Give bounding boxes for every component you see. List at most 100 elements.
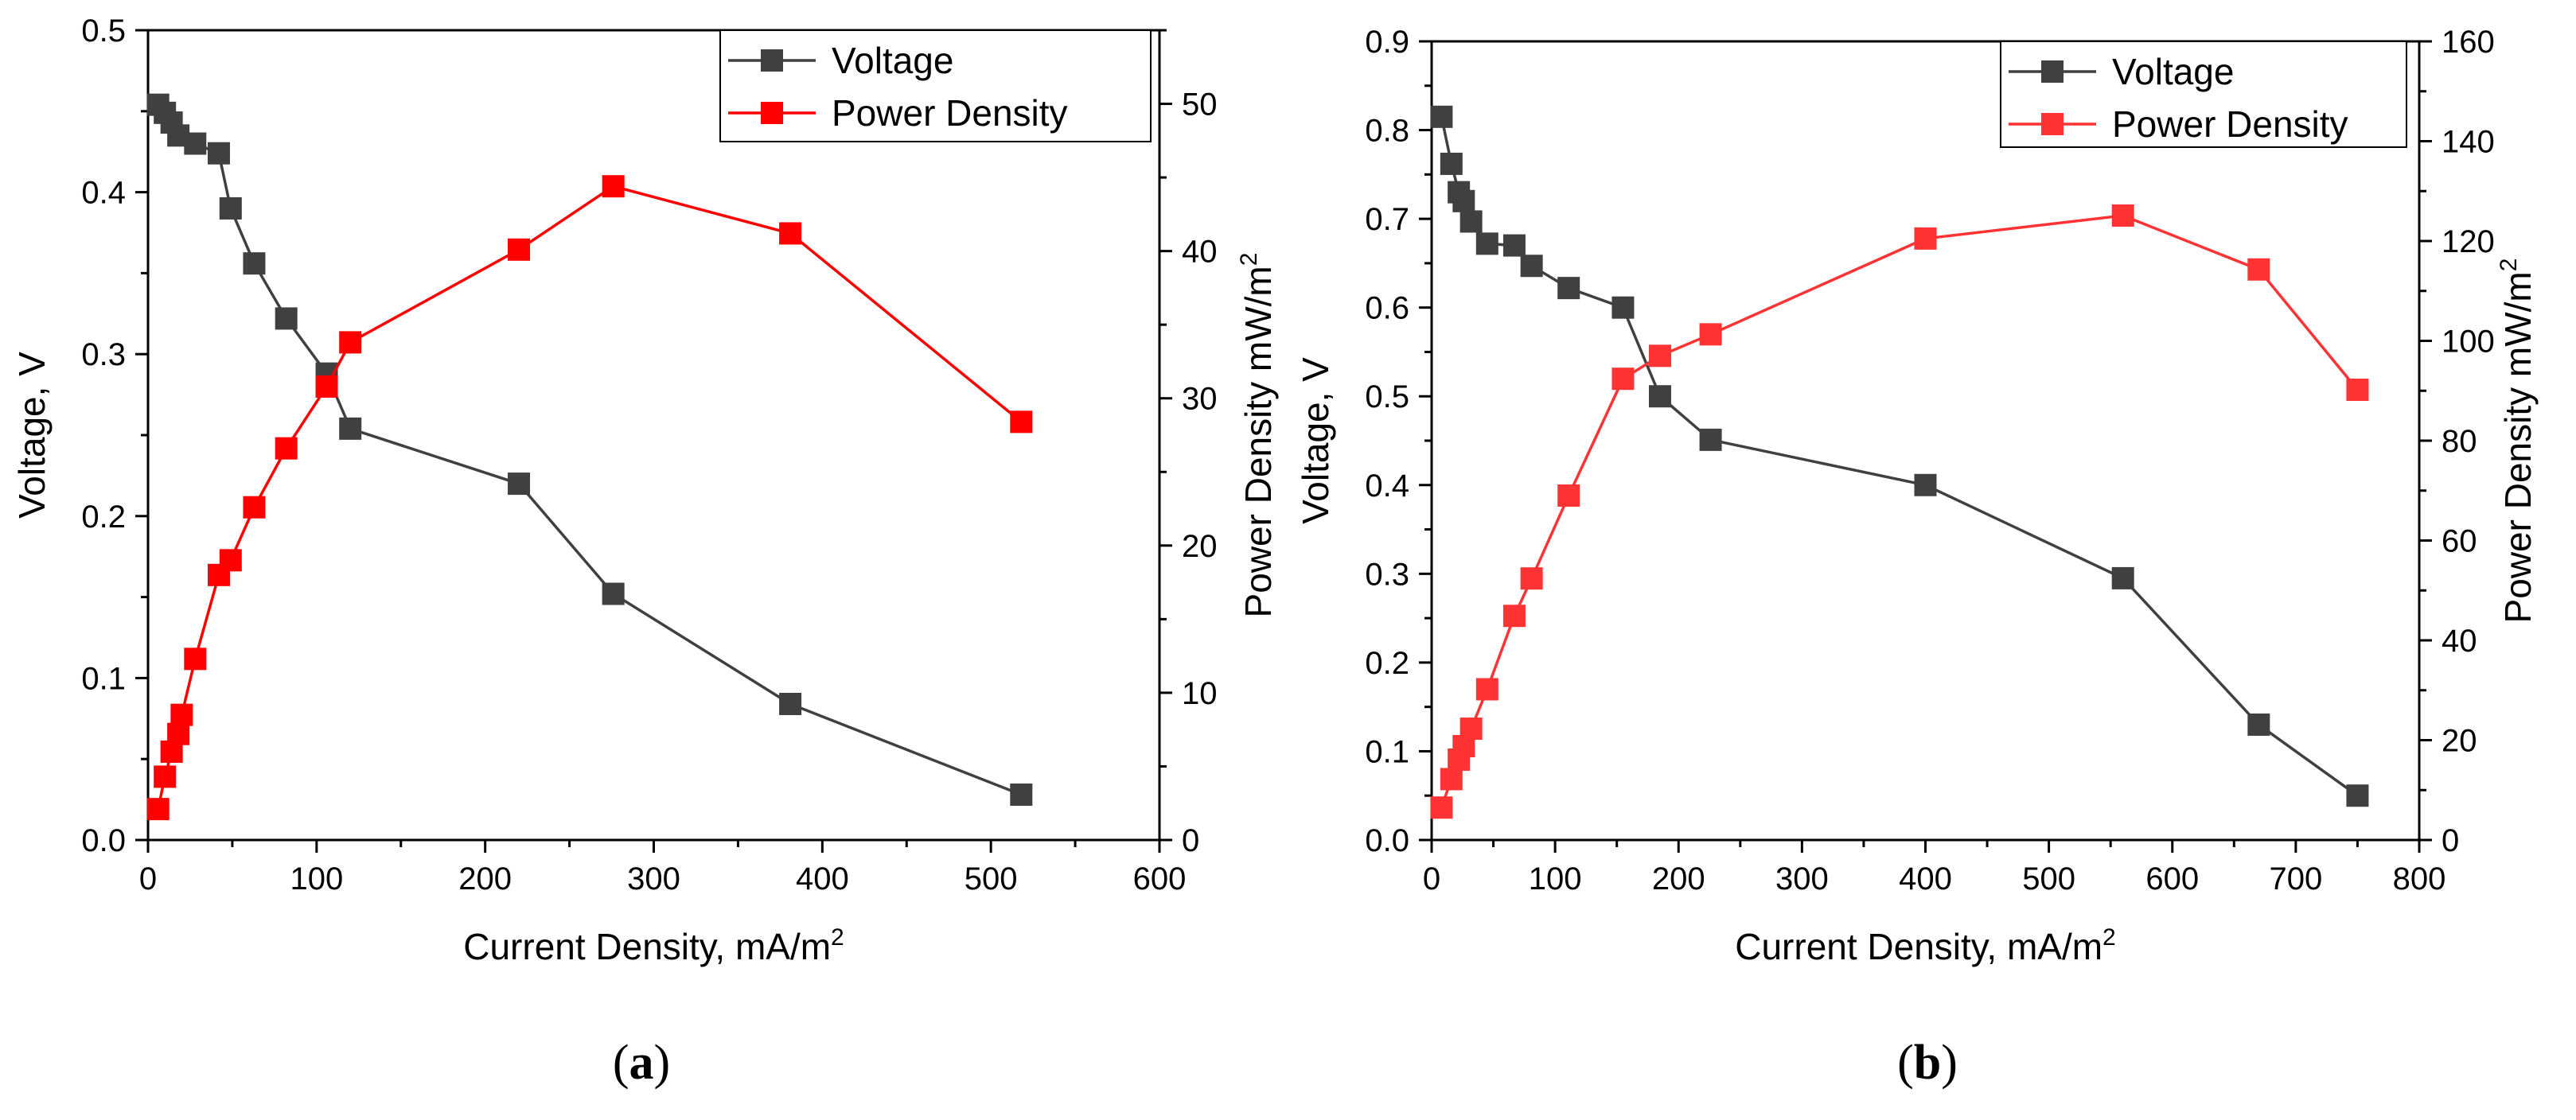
power-density-point (275, 437, 298, 460)
y-tick-label: 0.3 (81, 337, 126, 372)
x-axis-label: Current Density, mA/m2 (1735, 924, 2115, 967)
voltage-point (602, 582, 625, 605)
y2-tick-label: 160 (2442, 25, 2495, 60)
panel-caption: (a) (613, 1036, 670, 1090)
y-tick-label: 0.4 (1365, 469, 1409, 504)
voltage-point (339, 417, 362, 440)
x-tick-label: 500 (965, 861, 1018, 896)
panel-caption-letter: b (1914, 1036, 1941, 1090)
y2-tick-label: 40 (1182, 235, 1218, 270)
x-tick-label: 500 (2022, 861, 2075, 896)
voltage-point (1459, 210, 1483, 233)
y2-axis-label-superscript: 2 (2496, 259, 2522, 272)
x-tick-label: 800 (2393, 861, 2446, 896)
voltage-point (184, 132, 207, 155)
y2-tick-label: 40 (2442, 624, 2477, 659)
y-tick-label: 0.1 (81, 661, 126, 696)
voltage-point (1430, 105, 1453, 128)
x-tick-label: 600 (2145, 861, 2199, 896)
y-axis-label: Voltage, V (11, 352, 53, 519)
x-tick-label: 400 (1899, 861, 1952, 896)
y-tick-label: 0.5 (81, 14, 126, 49)
voltage-point (1914, 473, 1937, 496)
power-density-point (1459, 718, 1483, 741)
x-tick-label: 600 (1133, 861, 1187, 896)
power-density-point (508, 238, 531, 261)
voltage-point (1611, 296, 1635, 319)
plot-frame (1430, 40, 2421, 842)
power-density-point (1557, 484, 1580, 508)
panel-caption-open-paren: ( (613, 1036, 629, 1090)
y-tick-label: 0.4 (81, 176, 126, 211)
x-tick-label: 200 (1652, 861, 1705, 896)
y2-tick-label: 60 (2442, 524, 2477, 559)
voltage-point (1010, 783, 1033, 806)
y-tick-label: 0.0 (1365, 823, 1409, 858)
y-tick-label: 0.1 (1365, 734, 1409, 769)
voltage-point (1557, 277, 1580, 300)
y-tick-label: 0.2 (81, 500, 126, 535)
y2-tick-label: 20 (1182, 529, 1218, 564)
y2-tick-label: 20 (2442, 724, 2477, 759)
power-density-point (779, 222, 802, 245)
y2-tick-label: 120 (2442, 224, 2495, 259)
legend-power-density-marker (761, 102, 783, 124)
power-density-point (170, 703, 193, 726)
power-density-point (146, 798, 170, 821)
chart-panel-a: 0 100 200 300 400 500 600 0.0 0.1 0.2 0.3 0.4 0.5 0 10… (11, 14, 1279, 1090)
voltage-point (243, 252, 266, 275)
legend-box (719, 29, 1152, 142)
y-tick-label: 0.8 (1365, 114, 1409, 149)
power-density-point (339, 331, 362, 354)
power-density-point (315, 375, 338, 398)
plot-frame (146, 29, 1161, 842)
power-density-point (602, 175, 625, 198)
power-density-point (1502, 605, 1526, 628)
y-tick-label: 0.6 (1365, 291, 1409, 326)
x-tick-label: 300 (1775, 861, 1829, 896)
panel-caption: (b) (1897, 1036, 1958, 1090)
x-tick-label: 300 (627, 861, 680, 896)
legend-power-density-label: Power Density (832, 92, 1068, 134)
voltage-point (1502, 234, 1526, 257)
y-tick-label: 0.2 (1365, 646, 1409, 681)
voltage-point (207, 142, 230, 165)
power-density-point (1475, 678, 1498, 701)
y2-tick-label: 80 (2442, 424, 2477, 459)
power-density-point (154, 765, 177, 788)
x-axis-label: Current Density, mA/m2 (463, 924, 844, 967)
power-density-point (1611, 368, 1635, 391)
power-density-point (2111, 204, 2134, 227)
power-density-line (156, 185, 1023, 810)
power-density-point (167, 722, 190, 745)
power-density-point (243, 496, 266, 519)
power-density-point (219, 549, 242, 572)
power-density-point (2247, 258, 2270, 281)
panel-caption-letter: a (629, 1036, 654, 1090)
voltage-point (779, 692, 802, 715)
x-tick-label: 0 (139, 861, 157, 896)
voltage-point (219, 196, 242, 220)
voltage-point (1699, 428, 1722, 451)
chart-panel-b: 0 100 200 300 400 500 600 700 8000.00.10.20.30.4… (1295, 25, 2539, 1090)
x-axis-label-superscript: 2 (831, 924, 844, 951)
y-tick-label: 0.3 (1365, 557, 1409, 592)
legend-power-density-marker (2041, 113, 2064, 135)
voltage-point (2247, 713, 2270, 736)
voltage-point (1520, 255, 1543, 278)
y-tick-label: 0.5 (1365, 379, 1409, 414)
y-tick-label: 0.9 (1365, 25, 1409, 60)
power-density-point (1010, 410, 1033, 434)
y2-tick-label: 0 (2442, 823, 2459, 858)
voltage-point (1648, 385, 1671, 408)
voltage-point (2111, 566, 2134, 589)
x-axis-label-superscript: 2 (2102, 924, 2116, 951)
y2-tick-label: 50 (1182, 88, 1218, 122)
power-density-point (184, 648, 207, 671)
power-density-point (1914, 227, 1937, 250)
y2-axis-label: Power Density mW/m2 (2496, 259, 2539, 624)
x-tick-label: 100 (290, 861, 343, 896)
y-axis-label: Voltage, V (1295, 357, 1336, 524)
power-density-point (1699, 323, 1722, 346)
